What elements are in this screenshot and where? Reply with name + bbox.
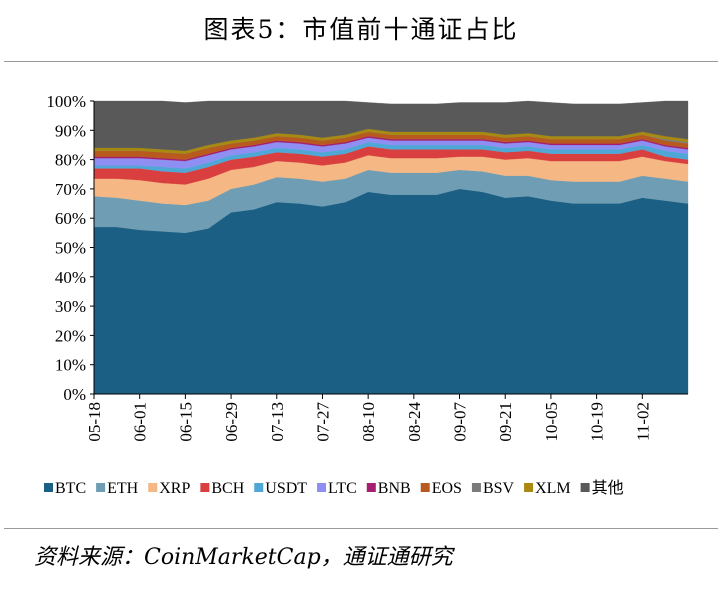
y-tick-label: 50% — [55, 239, 86, 258]
y-tick-label: 0% — [63, 385, 86, 404]
legend-swatch-其他 — [580, 483, 590, 492]
legend-label-bsv: BSV — [483, 480, 515, 497]
x-tick-label: 09-07 — [451, 402, 470, 442]
chart-title: 图表5：市值前十通证占比 — [203, 15, 519, 44]
legend-label-bch: BCH — [211, 480, 244, 497]
y-tick-label: 60% — [55, 209, 86, 228]
legend-label-btc: BTC — [55, 480, 86, 497]
x-tick-label: 08-24 — [405, 402, 424, 442]
x-tick-label: 10-05 — [542, 402, 561, 442]
x-tick-label: 07-13 — [268, 402, 287, 442]
legend-swatch-btc — [44, 483, 53, 492]
y-tick-label: 20% — [55, 326, 86, 345]
y-tick-label: 70% — [55, 180, 86, 199]
y-tick-label: 100% — [46, 92, 86, 111]
legend-label-bnb: BNB — [378, 480, 411, 497]
area-其他 — [93, 100, 689, 151]
legend-swatch-bnb — [366, 483, 376, 492]
stacked-area-chart: 0% 10% 20% 30% 40% 50% 60% 70% 80% 90% 100% 05-18 06… — [44, 92, 689, 497]
legend-swatch-eth — [96, 483, 106, 492]
x-tick-label: 06-01 — [131, 402, 150, 442]
series-areas — [93, 100, 689, 395]
source-note: 资料来源：CoinMarketCap，通证通研究 — [34, 545, 453, 570]
x-tick-label: 07-27 — [313, 402, 332, 442]
x-tick-label: 05-18 — [85, 402, 104, 442]
x-tick-label: 06-29 — [222, 402, 241, 442]
y-tick-label: 10% — [55, 356, 86, 375]
legend-label-xrp: XRP — [159, 480, 190, 497]
legend-label-usdt: USDT — [265, 480, 307, 497]
legend-swatch-xlm — [524, 483, 534, 492]
legend-swatch-xrp — [148, 483, 158, 492]
x-tick-label: 09-21 — [496, 402, 515, 442]
legend-label-xlm: XLM — [535, 480, 571, 497]
legend-label-eth: ETH — [107, 480, 139, 497]
legend-swatch-bch — [200, 483, 210, 492]
header-divider — [4, 61, 718, 62]
y-tick-label: 80% — [55, 151, 86, 170]
y-tick-label: 90% — [55, 121, 86, 140]
y-tick-label: 30% — [55, 297, 86, 316]
x-tick-label: 06-15 — [176, 402, 195, 442]
y-tick-label: 40% — [55, 268, 86, 287]
legend-swatch-usdt — [254, 483, 264, 492]
legend-label-其他: 其他 — [592, 479, 624, 497]
legend-swatch-ltc — [317, 483, 327, 492]
legend-swatch-bsv — [471, 483, 481, 492]
footer-divider — [4, 528, 718, 529]
axes: 0% 10% 20% 30% 40% 50% 60% 70% 80% 90% 100% 05-18 06… — [46, 92, 688, 442]
legend-label-ltc: LTC — [328, 480, 357, 497]
x-tick-label: 08-10 — [359, 402, 378, 442]
x-tick-label: 11-02 — [633, 402, 652, 441]
legend: BTC ETH XRP BCH USDT LTC BNB EOS BSV XLM 其他 — [44, 479, 624, 497]
legend-label-eos: EOS — [432, 480, 462, 497]
x-tick-label: 10-19 — [588, 402, 607, 442]
legend-swatch-eos — [420, 483, 430, 492]
